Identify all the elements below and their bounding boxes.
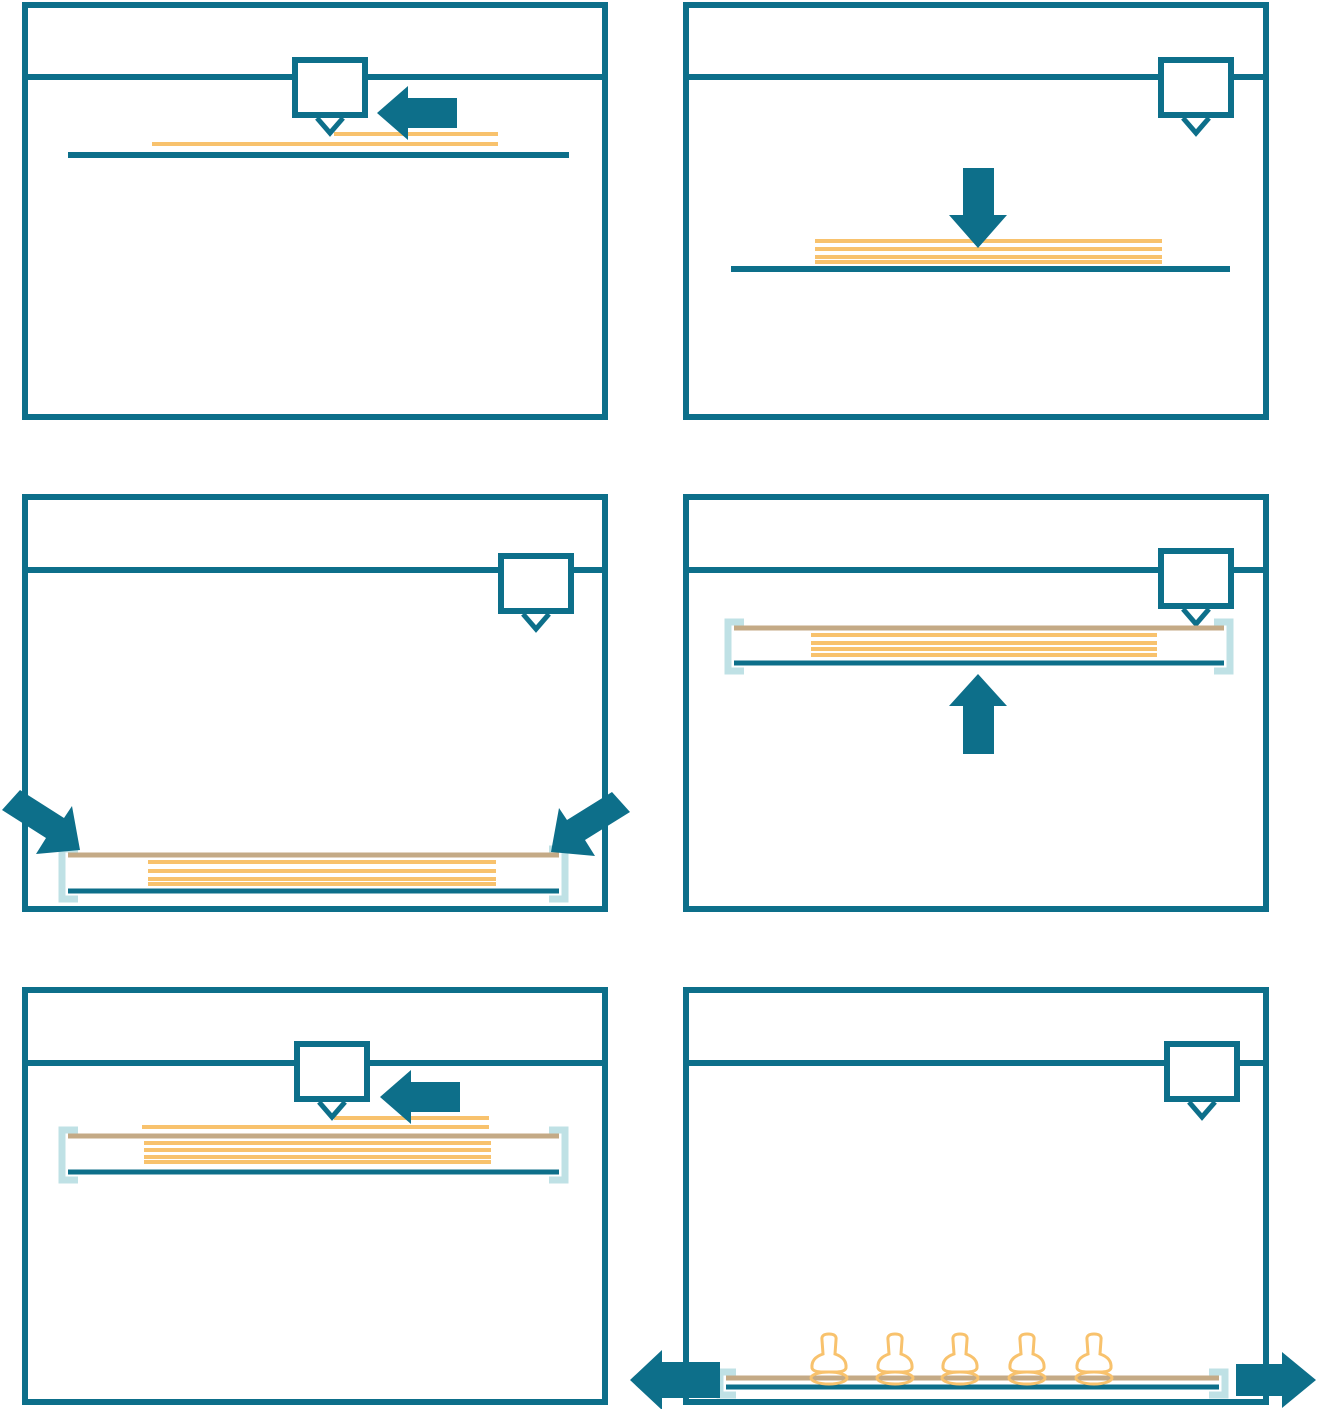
printed-object-base — [1074, 1370, 1114, 1386]
panel-4 — [683, 494, 1269, 912]
print-head — [498, 553, 574, 614]
arrow-diagonal-right — [551, 792, 630, 856]
printer-frame — [22, 987, 608, 1405]
clamp-right — [1214, 618, 1234, 675]
clamp-right — [1209, 1368, 1229, 1399]
clamp-left — [724, 618, 744, 675]
panel-1 — [22, 2, 608, 420]
nozzle — [315, 116, 345, 137]
print-head — [294, 1041, 370, 1102]
arrow-outward-right — [1236, 1352, 1316, 1408]
arrow-left — [380, 1070, 460, 1124]
printer-frame — [22, 494, 608, 912]
printed-object — [876, 1332, 914, 1374]
print-head — [1158, 57, 1234, 118]
panel-6 — [630, 987, 1316, 1409]
arrow-outward-left — [630, 1350, 720, 1409]
printed-object-base — [1007, 1370, 1047, 1386]
printer-frame — [22, 2, 608, 420]
print-head — [292, 57, 368, 118]
nozzle — [1187, 1100, 1217, 1121]
nozzle — [521, 612, 551, 633]
print-head — [1158, 548, 1234, 609]
printed-object — [810, 1332, 848, 1374]
clamp-right — [549, 1126, 569, 1184]
arrow-down — [949, 168, 1007, 248]
printed-object-base — [875, 1370, 915, 1386]
printed-object — [1008, 1332, 1046, 1374]
printer-frame — [683, 494, 1269, 912]
printed-object-base — [809, 1370, 849, 1386]
printed-object-base — [940, 1370, 980, 1386]
nozzle — [317, 1100, 347, 1121]
arrow-left — [377, 86, 457, 140]
panel-3 — [2, 494, 630, 912]
printed-object — [941, 1332, 979, 1374]
nozzle — [1181, 116, 1211, 137]
clamp-left — [58, 1126, 78, 1184]
arrow-up — [949, 674, 1007, 754]
arrow-diagonal-left — [2, 790, 80, 854]
printer-frame — [683, 987, 1269, 1405]
print-head — [1164, 1041, 1240, 1102]
nozzle — [1181, 607, 1211, 628]
printer-frame — [683, 2, 1269, 420]
printed-object — [1075, 1332, 1113, 1374]
panel-5 — [22, 987, 608, 1405]
panel-2 — [683, 2, 1269, 420]
clamp-left — [716, 1368, 736, 1399]
